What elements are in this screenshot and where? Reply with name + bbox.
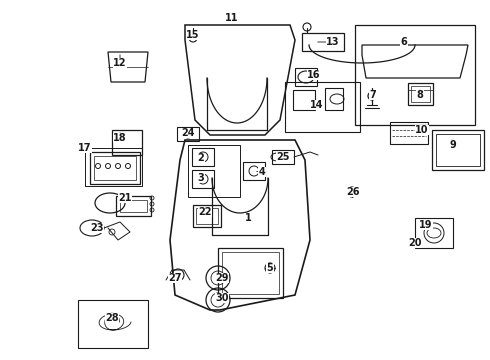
Bar <box>432 130 484 170</box>
Bar <box>192 148 214 166</box>
Text: 2: 2 <box>197 153 204 163</box>
Bar <box>78 300 148 348</box>
Bar <box>196 208 218 224</box>
Bar <box>325 88 343 110</box>
Text: 23: 23 <box>90 223 104 233</box>
Text: 21: 21 <box>118 193 132 203</box>
Bar <box>295 68 317 86</box>
Bar <box>218 248 283 298</box>
Bar <box>272 150 294 164</box>
Bar <box>285 82 360 132</box>
Bar <box>411 86 430 102</box>
Text: 10: 10 <box>415 125 429 135</box>
Text: 15: 15 <box>186 30 200 40</box>
Text: 1: 1 <box>245 213 251 223</box>
Text: 6: 6 <box>401 37 407 47</box>
Bar <box>188 145 240 197</box>
Bar <box>302 33 344 51</box>
Bar <box>112 130 142 155</box>
Text: 8: 8 <box>416 90 423 100</box>
Bar <box>415 218 453 248</box>
Text: 14: 14 <box>310 100 324 110</box>
Text: 9: 9 <box>450 140 456 150</box>
Bar <box>390 122 428 144</box>
Bar <box>355 25 475 125</box>
Text: 11: 11 <box>225 13 239 23</box>
Text: 18: 18 <box>113 133 127 143</box>
Text: 17: 17 <box>78 143 92 153</box>
Bar <box>120 200 147 212</box>
Text: 20: 20 <box>408 238 422 248</box>
Bar <box>116 196 151 216</box>
Text: 3: 3 <box>197 173 204 183</box>
Text: 25: 25 <box>276 152 290 162</box>
Text: 5: 5 <box>267 263 273 273</box>
Text: 4: 4 <box>259 167 266 177</box>
Text: 30: 30 <box>215 293 229 303</box>
Bar <box>222 252 279 294</box>
Text: 24: 24 <box>181 128 195 138</box>
Text: 27: 27 <box>168 273 182 283</box>
Text: 13: 13 <box>326 37 340 47</box>
Text: 12: 12 <box>113 58 127 68</box>
Bar <box>90 152 140 184</box>
Bar <box>94 156 136 180</box>
Text: 29: 29 <box>215 273 229 283</box>
Text: 7: 7 <box>369 90 376 100</box>
Text: 16: 16 <box>307 70 321 80</box>
Text: 28: 28 <box>105 313 119 323</box>
Bar <box>192 170 214 188</box>
Bar <box>243 162 265 180</box>
Bar <box>408 83 433 105</box>
Bar <box>436 134 480 166</box>
Bar <box>293 90 315 110</box>
Text: 26: 26 <box>346 187 360 197</box>
Bar <box>193 205 221 227</box>
Text: 22: 22 <box>198 207 212 217</box>
Text: 19: 19 <box>419 220 433 230</box>
Bar <box>177 127 199 141</box>
